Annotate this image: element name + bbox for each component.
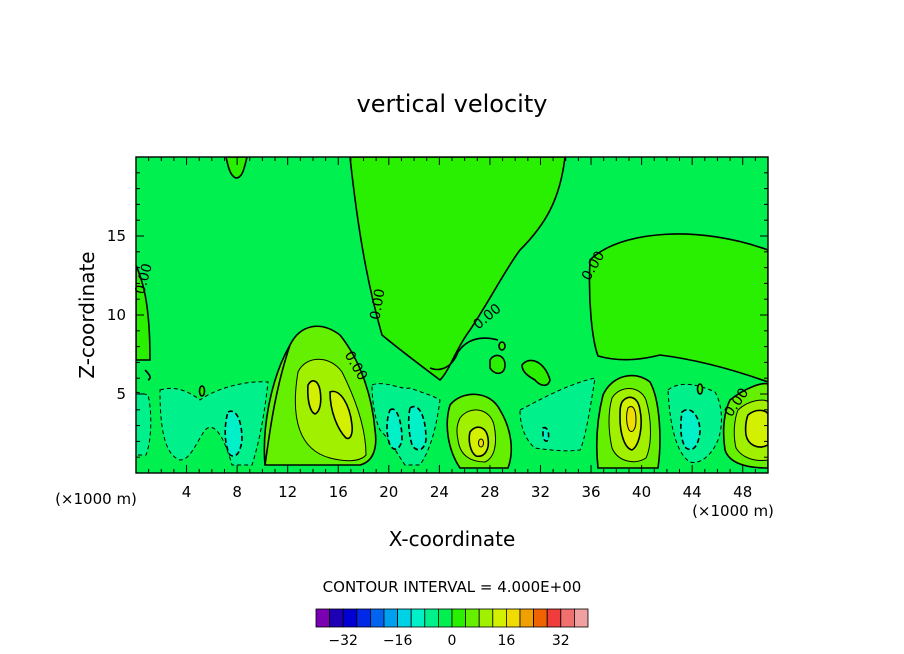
x-tick-label: 12 — [278, 483, 297, 501]
weak-positive-regions — [136, 157, 768, 383]
colorbar-swatch — [451, 608, 467, 628]
contour-label: 0.00 — [132, 262, 156, 296]
x-tick-label: 8 — [232, 483, 242, 501]
x-axis-title: X-coordinate — [389, 527, 516, 551]
colorbar-swatch — [505, 608, 521, 628]
colorbar-swatch — [383, 608, 399, 628]
y-tick-label: 15 — [107, 227, 126, 245]
colorbar-swatch — [410, 608, 426, 628]
colorbar-tick-label: 0 — [448, 633, 457, 649]
colorbar-tick-label: 32 — [552, 633, 570, 649]
x-tick-label: 40 — [632, 483, 651, 501]
colorbar-swatch — [342, 608, 358, 628]
colorbar-swatch — [519, 608, 535, 628]
colorbar-swatch — [574, 608, 589, 628]
chart-title: vertical velocity — [357, 90, 548, 118]
colorbar-swatch — [437, 608, 453, 628]
colorbar-tick-labels: −32 −16 0 16 32 — [328, 633, 569, 649]
x-tick-label: 24 — [430, 483, 449, 501]
zero-contours — [144, 337, 704, 466]
y-axis-title: Z-coordinate — [75, 251, 99, 378]
colorbar-tick-label: −32 — [328, 633, 358, 649]
colorbar-swatch — [397, 608, 412, 628]
y-axis: 5 10 15 — [107, 172, 768, 458]
y-tick-label: 10 — [107, 306, 126, 324]
x-tick-label: 16 — [329, 483, 348, 501]
colorbar — [315, 608, 589, 628]
x-unit-label-right: (×1000 m) — [692, 502, 774, 520]
colorbar-swatch — [492, 608, 507, 628]
colorbar-swatch — [478, 608, 494, 628]
colorbar-tick-label: 16 — [497, 633, 515, 649]
x-tick-label: 4 — [182, 483, 192, 501]
colorbar-swatch — [560, 608, 575, 628]
x-tick-label: 32 — [531, 483, 550, 501]
colorbar-swatch — [356, 608, 371, 628]
x-unit-label-left: (×1000 m) — [55, 490, 137, 508]
colorbar-swatch — [329, 608, 344, 628]
colorbar-tick-label: −16 — [383, 633, 413, 649]
x-tick-label: 44 — [683, 483, 702, 501]
colorbar-swatch — [424, 608, 439, 628]
colorbar-swatch — [533, 608, 548, 628]
x-tick-label: 48 — [733, 483, 752, 501]
updraft-peak — [478, 406, 637, 448]
plot-area — [136, 157, 768, 473]
x-tick-label: 20 — [379, 483, 398, 501]
x-tick-label: 28 — [480, 483, 499, 501]
colorbar-swatch — [546, 608, 562, 628]
contour-interval-label: CONTOUR INTERVAL = 4.000E+00 — [323, 578, 582, 596]
contour-label: 0.00 — [367, 288, 388, 321]
x-axis: 4 8 12 16 20 24 28 32 36 40 44 48 — [148, 157, 756, 501]
y-tick-label: 5 — [116, 385, 126, 403]
x-tick-label: 36 — [581, 483, 600, 501]
downdraft-cores — [224, 405, 701, 457]
colorbar-swatch — [315, 608, 331, 628]
colorbar-swatch — [369, 608, 385, 628]
colorbar-swatch — [465, 608, 480, 628]
